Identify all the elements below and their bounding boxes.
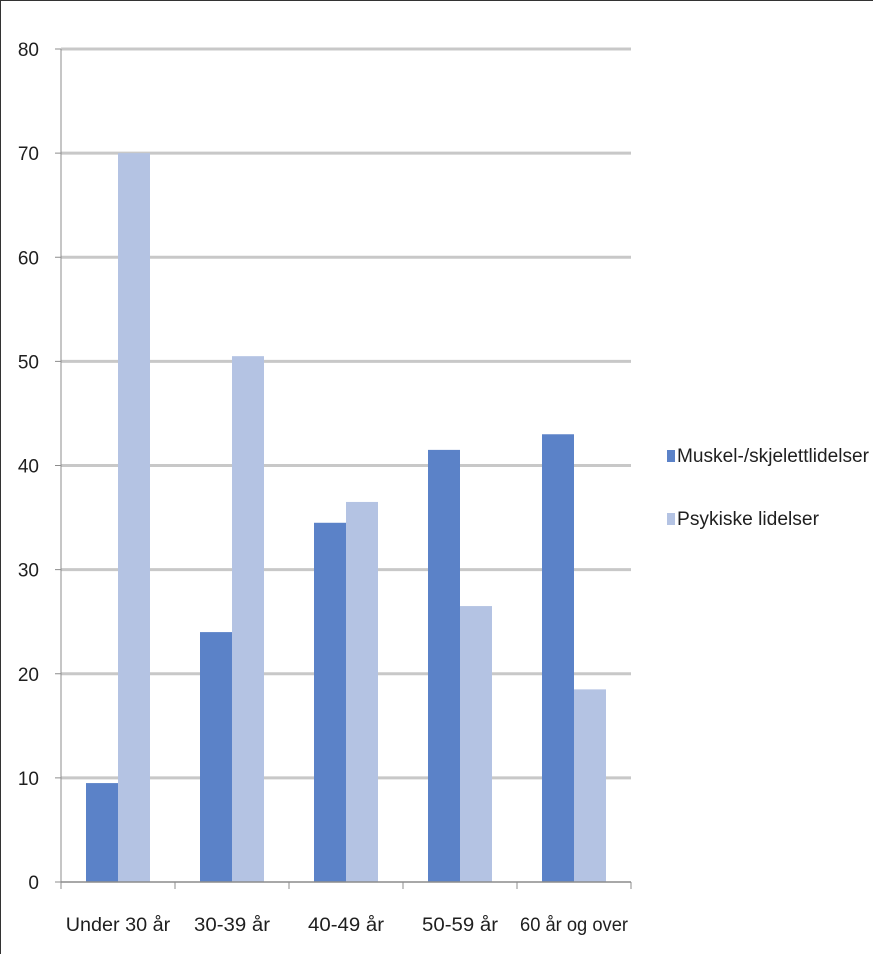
bar-psykiske-0 xyxy=(118,153,150,882)
bar-muskel-3 xyxy=(428,449,460,882)
bar-psykiske-2 xyxy=(346,501,378,882)
legend-swatch-1 xyxy=(667,513,675,525)
legend-swatch-0 xyxy=(667,450,675,462)
y-tick-label: 70 xyxy=(18,144,39,165)
y-tick-label: 10 xyxy=(18,769,39,790)
x-tick-label: Under 30 år xyxy=(66,915,171,936)
y-tick-label: 20 xyxy=(18,665,39,686)
y-tick-label: 30 xyxy=(18,561,39,582)
x-tick-label: 50-59 år xyxy=(422,915,499,936)
x-tick-label: 30-39 år xyxy=(194,915,271,936)
x-tick-label: 60 år og over xyxy=(520,915,629,936)
bar-psykiske-1 xyxy=(232,356,264,882)
y-tick-label: 60 xyxy=(18,248,39,269)
bar-psykiske-4 xyxy=(574,689,606,882)
bar-muskel-4 xyxy=(542,434,574,882)
legend-label-1: Psykiske lidelser xyxy=(677,509,820,530)
x-tick-label: 40-49 år xyxy=(308,915,385,936)
legend-label-0: Muskel-/skjelettlidelser xyxy=(677,446,870,467)
legend: Muskel-/skjelettlidelser Psykiske lidelse… xyxy=(667,446,870,530)
y-tick-label: 40 xyxy=(18,457,39,478)
y-tick-label: 0 xyxy=(28,873,39,894)
bars xyxy=(86,153,606,882)
y-axis-ticks: 0 10 20 30 40 50 60 70 80 xyxy=(18,40,62,894)
bar-muskel-0 xyxy=(86,783,118,882)
bar-muskel-2 xyxy=(314,522,346,882)
y-tick-label: 80 xyxy=(18,40,39,61)
y-tick-label: 50 xyxy=(18,352,39,373)
x-axis: Under 30 år 30-39 år 40-49 år 50-59 år 60 år… xyxy=(60,881,632,936)
bar-psykiske-3 xyxy=(460,606,492,882)
bar-muskel-1 xyxy=(200,632,232,882)
